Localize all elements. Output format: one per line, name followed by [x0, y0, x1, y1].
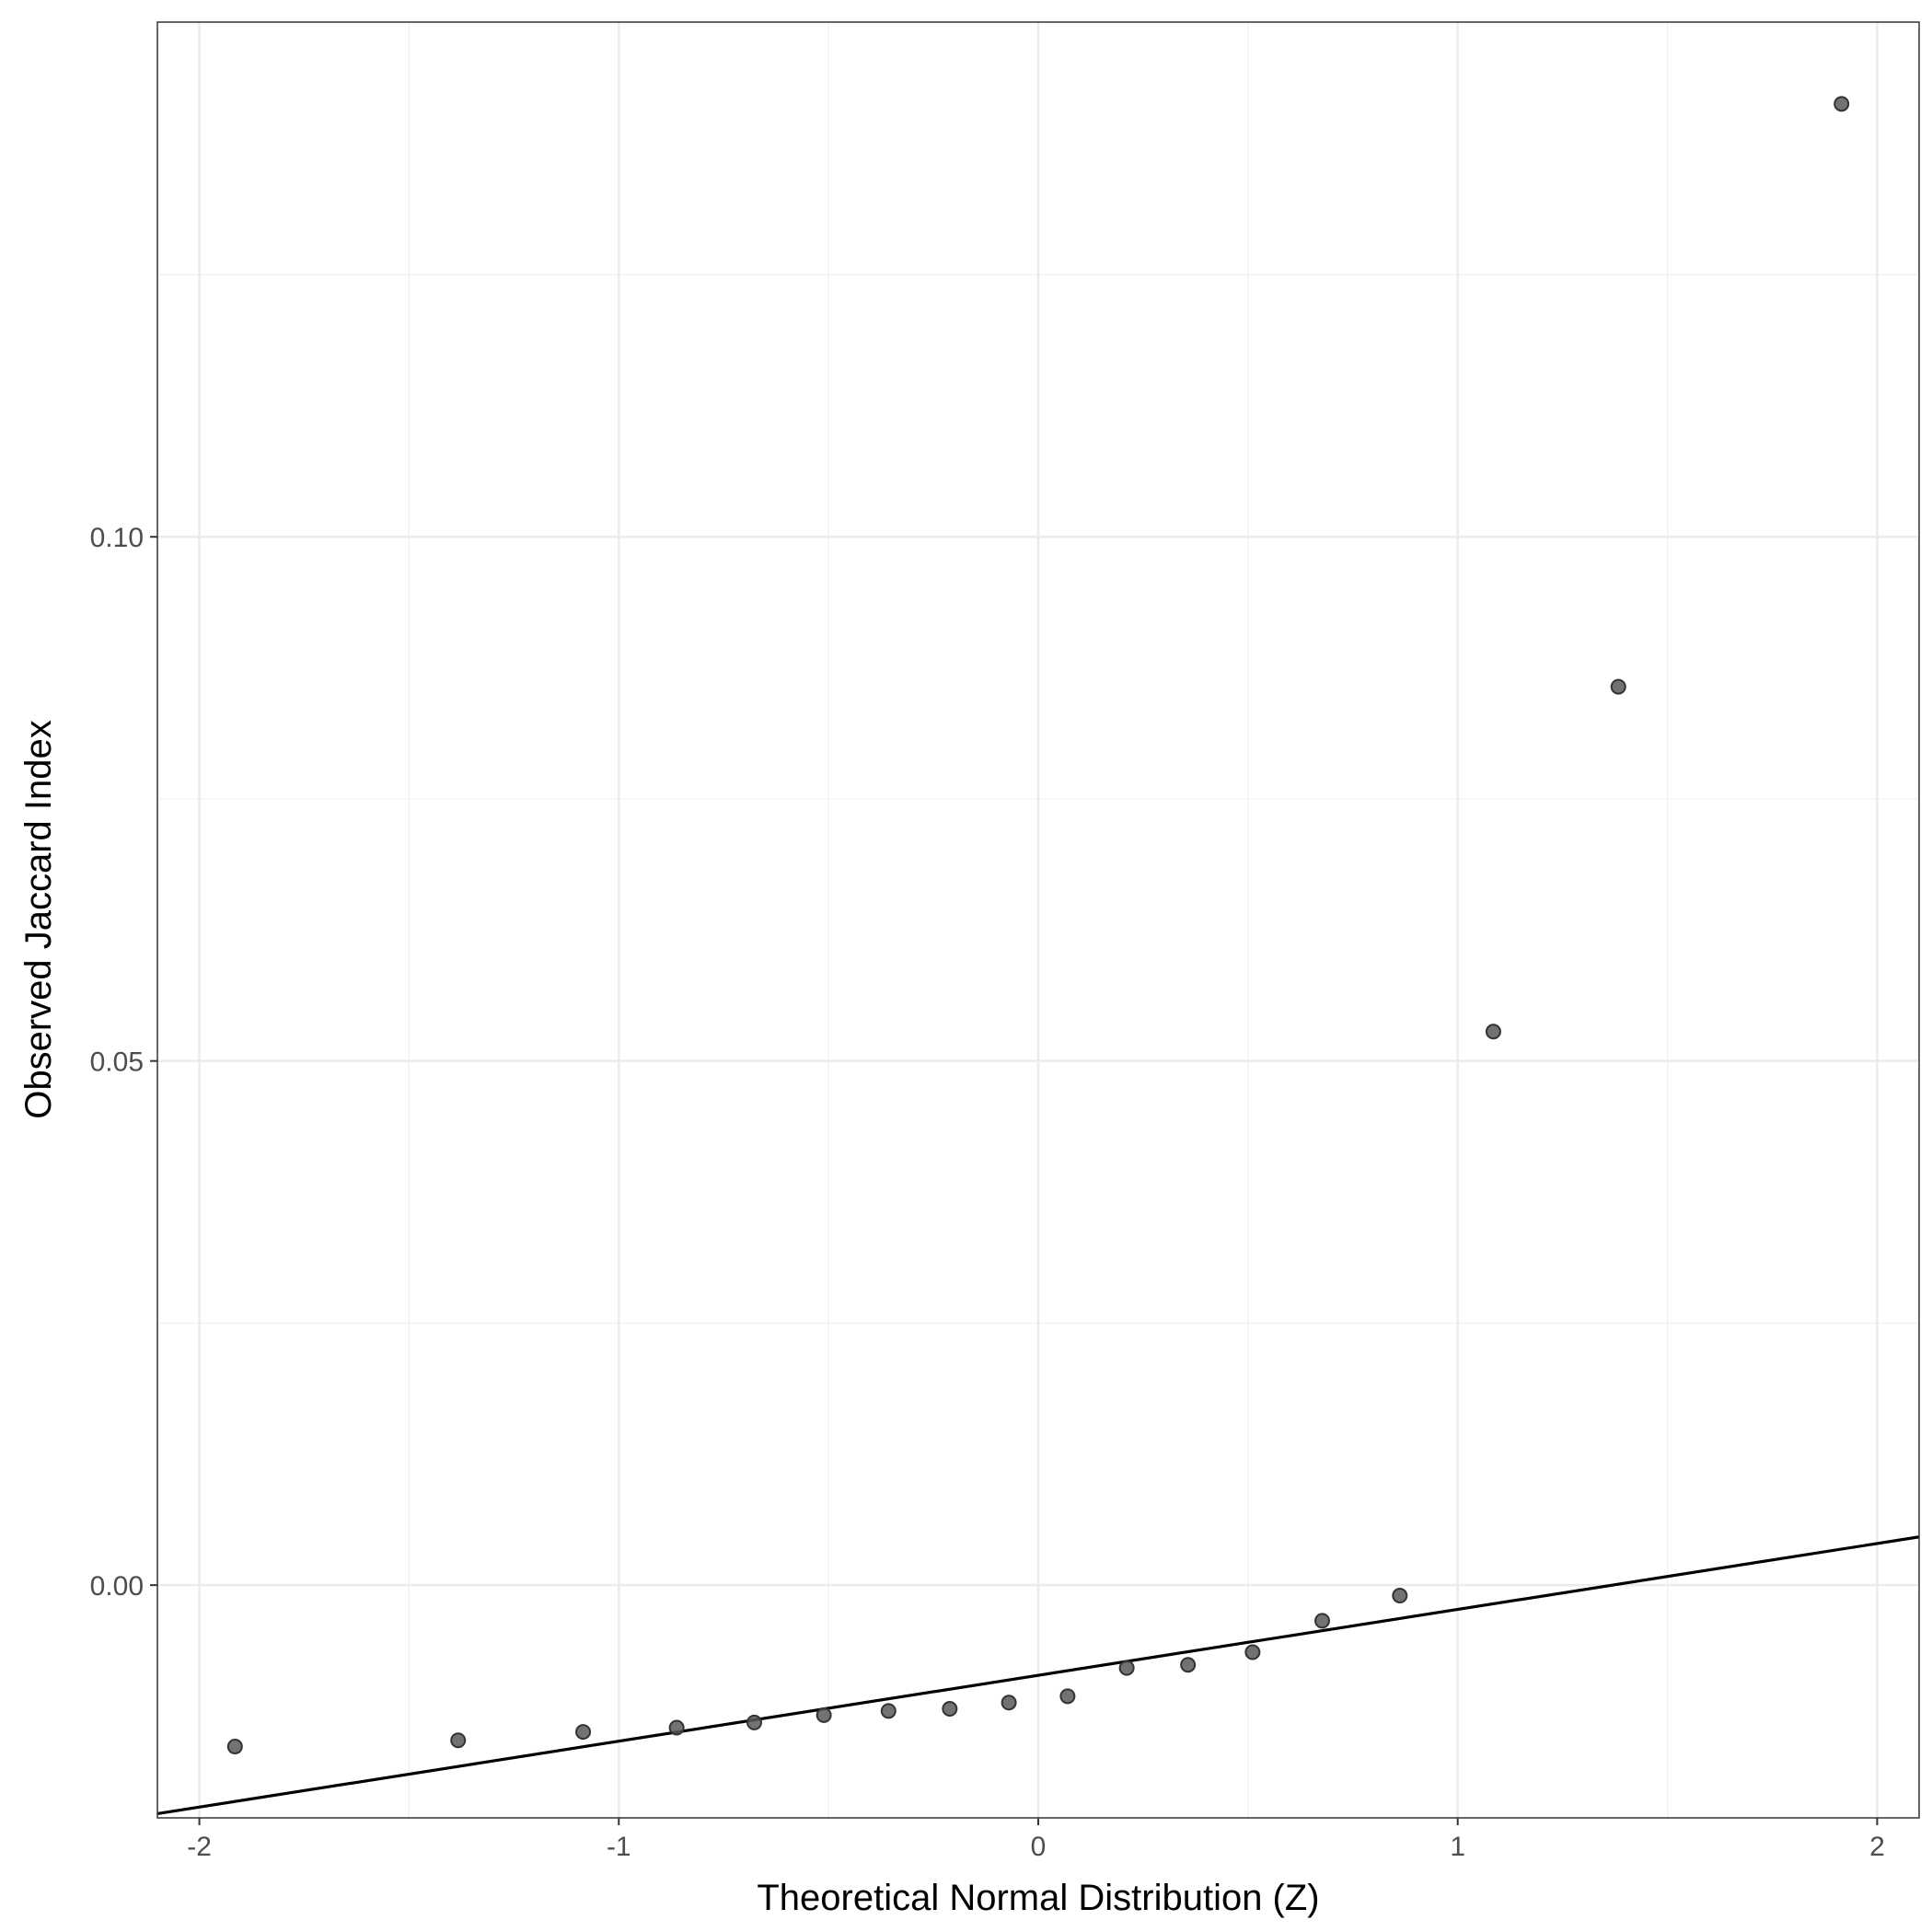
x-tick-label: -2	[187, 1832, 212, 1862]
data-point	[1244, 1644, 1261, 1660]
data-point	[1392, 1588, 1408, 1604]
data-point	[1834, 96, 1850, 112]
data-point	[1118, 1660, 1135, 1676]
x-tick-label: 2	[1869, 1832, 1885, 1862]
data-point	[816, 1706, 832, 1723]
y-axis-ticks: 0.00 0.05 0.10	[90, 523, 157, 1602]
y-axis-title: Observed Jaccard Index	[18, 720, 59, 1119]
x-tick-label: -1	[607, 1832, 631, 1862]
y-tick-label: 0.10	[90, 523, 144, 553]
data-point	[1180, 1657, 1197, 1673]
y-tick-label: 0.05	[90, 1047, 144, 1078]
reference-line-layer	[156, 1535, 1920, 1816]
data-point	[942, 1701, 958, 1718]
data-point	[1610, 678, 1626, 695]
y-tick-label: 0.00	[90, 1571, 144, 1602]
x-tick-label: 1	[1450, 1832, 1465, 1862]
reference-line	[156, 1535, 1920, 1816]
points-layer	[226, 96, 1850, 1755]
data-point	[880, 1703, 897, 1719]
data-point	[1314, 1613, 1331, 1629]
data-point	[668, 1719, 685, 1736]
major-gridlines	[157, 22, 1919, 1818]
data-point	[226, 1739, 243, 1755]
x-tick-label: 0	[1031, 1832, 1047, 1862]
x-axis-ticks: -2 -1 0 1 2	[187, 1818, 1885, 1862]
data-point	[1059, 1688, 1076, 1705]
data-point	[1001, 1695, 1017, 1711]
data-point	[450, 1732, 467, 1749]
data-point	[575, 1724, 592, 1741]
data-point	[746, 1714, 762, 1730]
x-axis-title: Theoretical Normal Distribution (Z)	[757, 1878, 1319, 1918]
data-point	[1485, 1024, 1501, 1040]
